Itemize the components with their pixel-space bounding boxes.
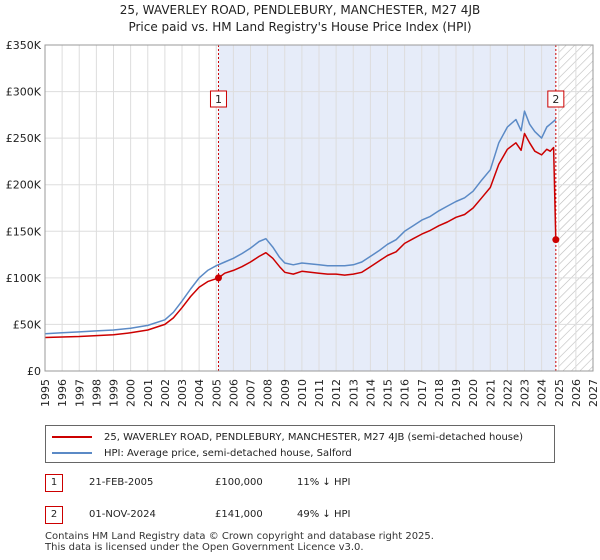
legend: 25, WAVERLEY ROAD, PENDLEBURY, MANCHESTE…	[45, 425, 555, 463]
x-tick-label: 1995	[39, 379, 52, 407]
y-tick-label: £300K	[6, 86, 42, 99]
x-tick-label: 2006	[227, 379, 240, 407]
x-tick-label: 2017	[416, 379, 429, 407]
y-tick-label: £250K	[6, 132, 42, 145]
x-tick-label: 2020	[467, 379, 480, 407]
x-tick-label: 1998	[90, 379, 103, 407]
x-tick-label: 2008	[262, 379, 275, 407]
y-tick-label: £50K	[13, 318, 42, 331]
legend-swatch-hpi	[52, 452, 92, 454]
chart-title: 25, WAVERLEY ROAD, PENDLEBURY, MANCHESTE…	[120, 3, 480, 17]
sale-point	[214, 274, 222, 282]
y-tick-label: £100K	[6, 272, 42, 285]
footer-licence: This data is licensed under the Open Gov…	[45, 542, 364, 553]
x-tick-label: 2012	[330, 379, 343, 407]
x-tick-label: 1999	[108, 379, 121, 407]
x-tick-label: 2026	[570, 379, 583, 407]
x-tick-label: 2016	[399, 379, 412, 407]
legend-item-hpi: HPI: Average price, semi-detached house,…	[52, 445, 352, 461]
sale-hpi-diff: 49% ↓ HPI	[297, 509, 351, 520]
x-tick-label: 2011	[313, 379, 326, 407]
x-tick-label: 2015	[382, 379, 395, 407]
chart-subtitle: Price paid vs. HM Land Registry's House …	[128, 20, 471, 34]
legend-item-property: 25, WAVERLEY ROAD, PENDLEBURY, MANCHESTE…	[52, 429, 523, 445]
x-tick-label: 2023	[519, 379, 532, 407]
x-tick-label: 2022	[501, 379, 514, 407]
x-tick-label: 2025	[553, 379, 566, 407]
sale-price: £100,000	[215, 477, 263, 488]
x-tick-label: 2007	[245, 379, 258, 407]
x-tick-label: 1997	[73, 379, 86, 407]
y-tick-label: £200K	[6, 179, 42, 192]
x-tick-label: 2013	[347, 379, 360, 407]
plot-border	[44, 44, 594, 372]
sale-point	[552, 236, 560, 244]
footer-copyright: Contains HM Land Registry data © Crown c…	[45, 531, 434, 542]
x-tick-label: 2024	[536, 379, 549, 407]
x-tick-label: 2010	[296, 379, 309, 407]
price-chart: 25, WAVERLEY ROAD, PENDLEBURY, MANCHESTE…	[6, 3, 600, 407]
series-line-hpi	[44, 110, 557, 335]
series-line-property	[44, 132, 557, 339]
x-tick-label: 2004	[193, 379, 206, 407]
sale-row: 2 01-NOV-2024 £141,000 49% ↓ HPI	[45, 506, 555, 526]
sale-date: 01-NOV-2024	[89, 509, 156, 520]
sale-date: 21-FEB-2005	[89, 477, 154, 488]
y-tick-label: £150K	[6, 225, 42, 238]
x-tick-label: 1996	[56, 379, 69, 407]
x-tick-label: 2021	[484, 379, 497, 407]
sale-marker-badge: 2	[45, 506, 63, 524]
x-tick-label: 2002	[159, 379, 172, 407]
y-tick-label: £0	[27, 365, 41, 378]
x-tick-label: 2019	[450, 379, 463, 407]
x-tick-label: 2014	[364, 379, 377, 407]
footer: Contains HM Land Registry data © Crown c…	[45, 531, 434, 553]
y-tick-label: £350K	[6, 39, 42, 52]
x-tick-label: 2009	[279, 379, 292, 407]
x-tick-label: 2005	[210, 379, 223, 407]
marker-label-box	[547, 90, 565, 108]
sale-hpi-diff: 11% ↓ HPI	[297, 477, 351, 488]
x-tick-label: 2000	[125, 379, 138, 407]
sale-price: £141,000	[215, 509, 263, 520]
x-tick-label: 2018	[433, 379, 446, 407]
x-tick-label: 2027	[587, 379, 600, 407]
marker-label: 1	[215, 93, 222, 106]
x-tick-label: 2003	[176, 379, 189, 407]
legend-swatch-property	[52, 436, 92, 438]
sale-marker-badge: 1	[45, 474, 63, 492]
legend-label-property: 25, WAVERLEY ROAD, PENDLEBURY, MANCHESTE…	[104, 431, 524, 443]
marker-label: 2	[552, 93, 559, 106]
marker-label-box	[209, 90, 227, 108]
legend-label-hpi: HPI: Average price, semi-detached house,…	[104, 447, 352, 459]
x-tick-label: 2001	[142, 379, 155, 407]
sale-row: 1 21-FEB-2005 £100,000 11% ↓ HPI	[45, 474, 555, 494]
